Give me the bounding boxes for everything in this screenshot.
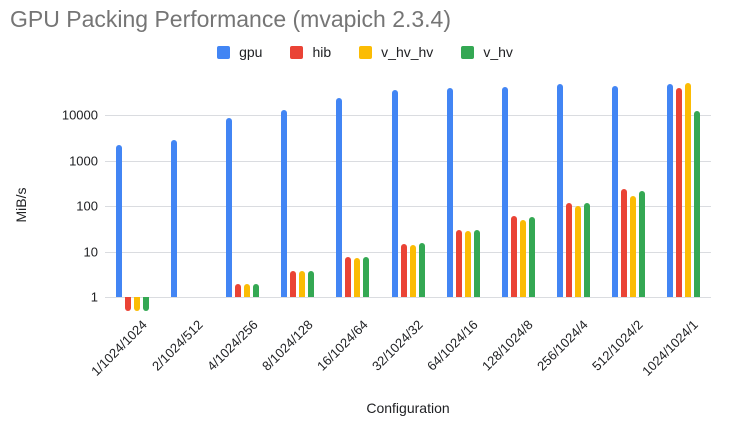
bar-v_hv bbox=[583, 202, 590, 297]
x-axis-tick-label: 1/1024/1024 bbox=[88, 317, 151, 379]
bar-v_hv_hv bbox=[464, 231, 471, 297]
x-axis-tick-label: 32/1024/32 bbox=[368, 317, 426, 374]
chart-title: GPU Packing Performance (mvapich 2.3.4) bbox=[10, 6, 452, 32]
bar-v_hv_hv bbox=[244, 284, 251, 297]
y-axis-tick-label: 1000 bbox=[69, 153, 98, 169]
legend-label: gpu bbox=[239, 44, 263, 60]
bar-v_hv_hv bbox=[299, 270, 306, 297]
y-axis-title: MiB/s bbox=[13, 187, 29, 223]
bar-hib bbox=[510, 216, 517, 297]
bar-gpu bbox=[226, 117, 233, 297]
bar-gpu bbox=[611, 86, 618, 297]
y-axis: 1 10 100 1000 10000 bbox=[0, 80, 98, 312]
bar-gpu bbox=[556, 84, 563, 297]
bar-gpu bbox=[281, 110, 288, 297]
x-axis-title: Configuration bbox=[366, 400, 450, 416]
bar-hib bbox=[290, 270, 297, 297]
bar-v_hv bbox=[528, 216, 535, 297]
y-axis-tick-label: 10 bbox=[83, 244, 98, 260]
bar-gpu bbox=[666, 83, 673, 297]
legend-label: v_hv_hv bbox=[381, 44, 434, 60]
x-axis-tick-label: 2/1024/512 bbox=[148, 317, 206, 374]
legend-swatch-icon bbox=[290, 45, 304, 59]
bar-v_hv bbox=[143, 297, 150, 311]
bar-v_hv_hv bbox=[354, 257, 361, 297]
x-axis-tick-label: 64/1024/16 bbox=[424, 317, 481, 374]
legend-label: v_hv bbox=[483, 44, 513, 60]
bar-gpu bbox=[446, 88, 453, 297]
bar-v_hv_hv bbox=[629, 196, 636, 297]
bar-v_hv bbox=[693, 111, 700, 297]
bar-gpu bbox=[501, 86, 508, 297]
bar-hib bbox=[235, 284, 242, 297]
x-axis-tick-label: 4/1024/256 bbox=[203, 317, 261, 374]
legend-item-gpu[interactable]: gpu bbox=[217, 44, 262, 60]
gridline bbox=[105, 297, 711, 298]
bar-v_hv bbox=[363, 257, 370, 297]
bar-v_hv_hv bbox=[134, 297, 141, 311]
x-axis-tick-label: 8/1024/128 bbox=[258, 317, 316, 374]
x-axis: 1/1024/1024 2/1024/512 4/1024/256 8/1024/12… bbox=[88, 317, 711, 392]
bar-hib bbox=[565, 202, 572, 297]
bar-gpu bbox=[171, 140, 178, 297]
bar-v_hv bbox=[308, 270, 315, 297]
legend-swatch-icon bbox=[217, 45, 231, 59]
bar-v_hv_hv bbox=[574, 206, 581, 297]
bar-v_hv_hv bbox=[684, 83, 691, 297]
gridline bbox=[105, 160, 711, 162]
bar-v_hv_hv bbox=[519, 219, 526, 297]
bar-gpu bbox=[391, 89, 398, 297]
bar-v_hv bbox=[418, 242, 425, 297]
y-axis-tick-label: 1 bbox=[90, 289, 98, 305]
legend-swatch-icon bbox=[359, 45, 373, 59]
bar-hib bbox=[400, 243, 407, 297]
legend-item-v_hv[interactable]: v_hv bbox=[461, 44, 513, 60]
x-axis-tick-label: 1024/1024/1 bbox=[639, 317, 702, 379]
y-axis-tick-label: 10000 bbox=[61, 107, 98, 123]
bar-hib bbox=[620, 188, 627, 297]
bar-hib bbox=[675, 88, 682, 297]
legend-item-v_hv_hv[interactable]: v_hv_hv bbox=[359, 44, 433, 60]
bar-hib bbox=[125, 297, 132, 311]
bar-hib bbox=[345, 257, 352, 297]
bar-hib bbox=[455, 229, 462, 297]
bar-v_hv bbox=[473, 229, 480, 297]
x-axis-tick-label: 256/1024/4 bbox=[534, 317, 591, 374]
x-axis-tick-label: 512/1024/2 bbox=[589, 317, 646, 374]
bar-gpu bbox=[336, 98, 343, 297]
bar-v_hv bbox=[638, 190, 645, 297]
legend-label: hib bbox=[312, 44, 332, 60]
legend-item-hib[interactable]: hib bbox=[290, 44, 331, 60]
gridline bbox=[105, 206, 711, 208]
gridline bbox=[105, 251, 711, 253]
bar-gpu bbox=[116, 145, 123, 297]
plot-area bbox=[105, 80, 711, 312]
legend: gpu hib v_hv_hv v_hv bbox=[0, 44, 730, 60]
bar-v_hv_hv bbox=[409, 244, 416, 297]
bar-v_hv bbox=[253, 284, 260, 297]
x-axis-tick-label: 128/1024/8 bbox=[479, 317, 536, 374]
gridline bbox=[105, 115, 711, 117]
x-axis-tick-label: 16/1024/64 bbox=[313, 317, 371, 374]
y-axis-tick-label: 100 bbox=[76, 198, 98, 214]
legend-swatch-icon bbox=[461, 45, 475, 59]
